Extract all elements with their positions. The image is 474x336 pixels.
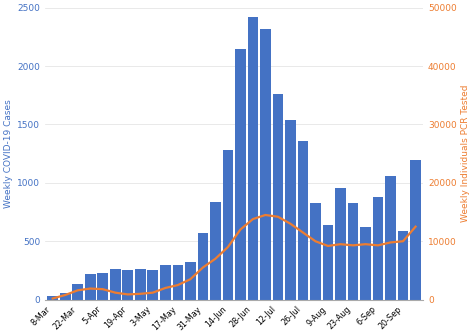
Bar [98, 273, 108, 300]
Bar [273, 94, 283, 300]
Bar [247, 17, 258, 300]
Bar [360, 227, 371, 300]
Bar [60, 293, 71, 300]
Bar [85, 274, 96, 300]
Bar [260, 29, 271, 300]
Bar [110, 269, 120, 300]
Y-axis label: Weekly COVID-19 Cases: Weekly COVID-19 Cases [4, 99, 13, 208]
Bar [160, 265, 171, 300]
Bar [335, 187, 346, 300]
Bar [310, 203, 321, 300]
Bar [185, 262, 196, 300]
Bar [235, 48, 246, 300]
Bar [122, 270, 133, 300]
Bar [347, 203, 358, 300]
Bar [210, 202, 221, 300]
Bar [47, 296, 58, 300]
Bar [385, 176, 396, 300]
Bar [73, 285, 83, 300]
Bar [135, 269, 146, 300]
Bar [298, 141, 308, 300]
Bar [410, 160, 421, 300]
Bar [398, 231, 409, 300]
Bar [173, 265, 183, 300]
Bar [323, 225, 333, 300]
Y-axis label: Weekly Individuals PCR Tested: Weekly Individuals PCR Tested [461, 85, 470, 222]
Bar [147, 270, 158, 300]
Bar [285, 120, 296, 300]
Bar [223, 150, 233, 300]
Bar [373, 197, 383, 300]
Bar [198, 233, 208, 300]
